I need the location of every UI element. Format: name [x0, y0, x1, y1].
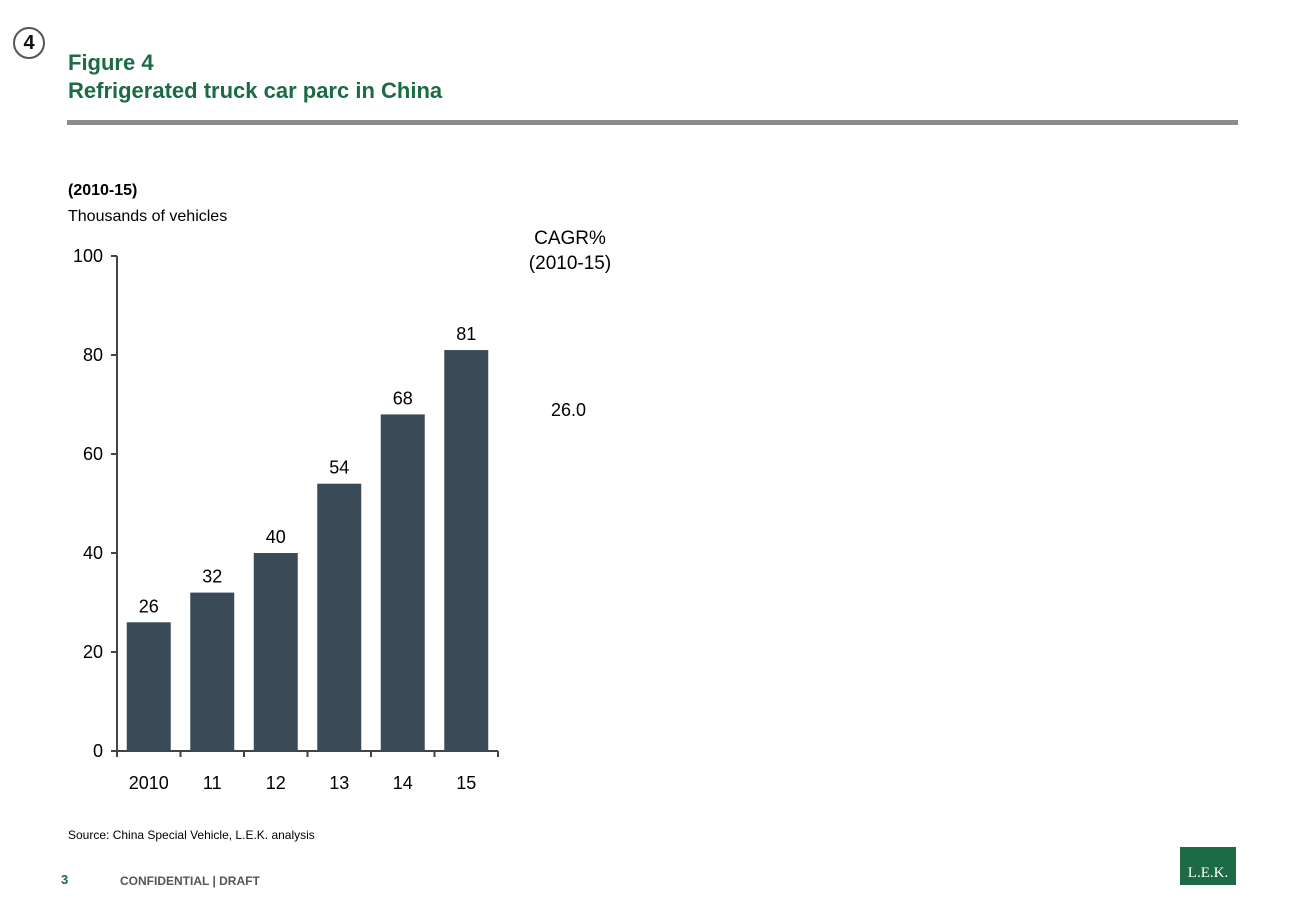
figure-label: Figure 4 [68, 50, 154, 75]
bar-value-label: 26 [139, 596, 159, 616]
figure-number-badge: 4 [13, 27, 45, 59]
title-divider [67, 120, 1238, 125]
page-title: Refrigerated truck car parc in China [68, 78, 443, 103]
y-tick-label: 60 [83, 444, 103, 464]
bar [126, 622, 171, 751]
page-number: 3 [61, 872, 69, 887]
bar [190, 592, 235, 751]
cagr-period: (2010-15) [528, 253, 612, 274]
x-tick-label: 12 [266, 773, 286, 793]
cagr-label: CAGR% [534, 228, 606, 249]
source-note: Source: China Special Vehicle, L.E.K. an… [68, 828, 315, 842]
bar [444, 350, 489, 751]
bar [253, 553, 298, 751]
bar [317, 483, 362, 751]
x-tick-label: 15 [456, 773, 476, 793]
y-tick-label: 80 [83, 345, 103, 365]
y-tick-label: 100 [73, 246, 103, 266]
bar [380, 414, 425, 751]
x-tick-label: 14 [393, 773, 413, 793]
y-tick-label: 20 [83, 642, 103, 662]
bar-value-label: 81 [456, 324, 476, 344]
x-tick-label: 2010 [129, 773, 169, 793]
company-logo: L.E.K. [1180, 847, 1236, 885]
x-tick-label: 11 [203, 773, 222, 793]
bar-value-label: 68 [393, 388, 413, 408]
bar-value-label: 40 [266, 527, 286, 547]
cagr-value: 26.0 [551, 400, 587, 420]
y-tick-label: 40 [83, 543, 103, 563]
bar-value-label: 32 [202, 567, 222, 587]
y-axis-label: Thousands of vehicles [68, 208, 228, 225]
confidentiality-label: CONFIDENTIAL | DRAFT [120, 874, 260, 888]
x-tick-label: 13 [329, 773, 349, 793]
cagr-header: CAGR% (2010-15) [510, 226, 630, 276]
chart-subtitle: (2010-15) [68, 182, 138, 199]
bar-value-label: 54 [329, 458, 349, 478]
y-tick-label: 0 [93, 741, 103, 761]
